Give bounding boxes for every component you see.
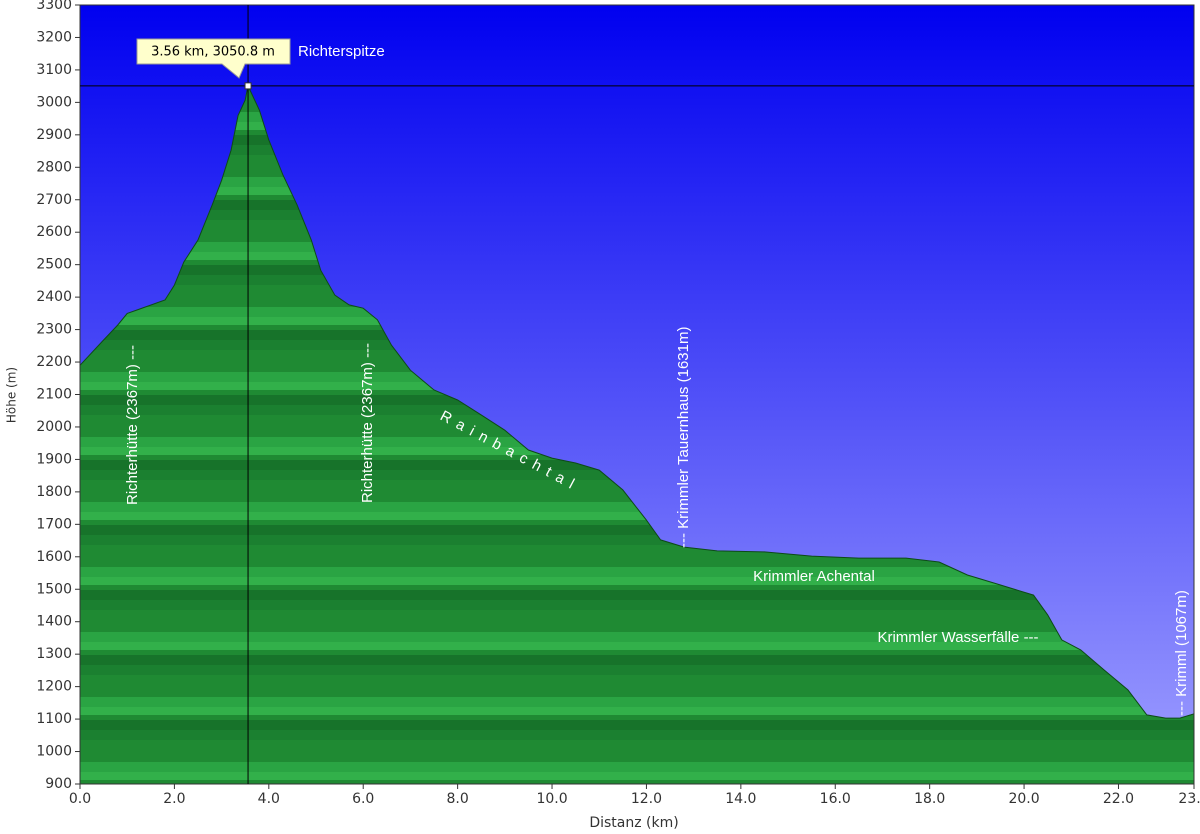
y-tick-label: 1700: [36, 516, 72, 532]
elevation-area: [80, 85, 1194, 784]
x-tick-label: 23.6: [1178, 791, 1200, 807]
y-tick-label: 1300: [36, 646, 72, 662]
y-tick-label: 1800: [36, 484, 72, 500]
y-tick-label: 2900: [36, 127, 72, 143]
x-tick-label: 2.0: [163, 791, 185, 807]
y-tick-label: 2400: [36, 289, 72, 305]
y-tick-label: 2600: [36, 224, 72, 240]
x-tick-label: 14.0: [725, 791, 756, 807]
annotation: Richterhütte (2367m) ---: [124, 345, 141, 505]
y-axis-label: Höhe (m): [5, 367, 19, 423]
x-tick-label: 20.0: [1008, 791, 1039, 807]
x-tick-label: 18.0: [914, 791, 945, 807]
x-tick-label: 12.0: [631, 791, 662, 807]
y-tick-label: 2500: [36, 257, 72, 273]
y-tick-label: 1100: [36, 711, 72, 727]
y-tick-label: 3100: [36, 62, 72, 78]
x-axis-label: Distanz (km): [589, 815, 678, 831]
y-tick-label: 2000: [36, 419, 72, 435]
y-tick-label: 2800: [36, 159, 72, 175]
x-tick-label: 16.0: [820, 791, 851, 807]
y-tick-label: 3200: [36, 29, 72, 45]
y-tick-label: 3000: [36, 94, 72, 110]
y-tick-label: 1400: [36, 614, 72, 630]
annotation: Krimmler Achental: [753, 568, 875, 585]
x-tick-label: 22.0: [1103, 791, 1134, 807]
y-tick-label: 2100: [36, 387, 72, 403]
elevation-line: [79, 84, 1195, 719]
x-tick-label: 10.0: [536, 791, 567, 807]
y-tick-label: 2300: [36, 322, 72, 338]
annotation: Krimmler Wasserfälle ---: [877, 629, 1038, 646]
tooltip-label: 3.56 km, 3050.8 m: [151, 45, 275, 60]
y-tick-label: 1000: [36, 744, 72, 760]
x-tick-label: 8.0: [446, 791, 468, 807]
tooltip-box: [136, 38, 291, 79]
annotation: Richterhütte (2367m) ---: [359, 343, 376, 503]
annotation: --- Krimmler Tauernhaus (1631m): [675, 327, 692, 548]
x-tick-label: 6.0: [352, 791, 374, 807]
y-tick-label: 2700: [36, 192, 72, 208]
y-tick-label: 2200: [36, 354, 72, 370]
cursor-name: Richterspitze: [298, 43, 385, 60]
x-tick-label: 4.0: [258, 791, 280, 807]
y-tick-label: 1900: [36, 451, 72, 467]
y-tick-label: 1500: [36, 581, 72, 597]
y-tick-label: 1600: [36, 549, 72, 565]
y-tick-label: 3300: [36, 0, 72, 13]
cursor-point: [244, 82, 252, 90]
y-tick-label: 1200: [36, 679, 72, 695]
x-tick-label: 0.0: [69, 791, 91, 807]
annotation: --- Krimml (1067m): [1173, 590, 1190, 716]
y-tick-label: 900: [45, 776, 72, 792]
plot-frame: [79, 4, 1195, 785]
